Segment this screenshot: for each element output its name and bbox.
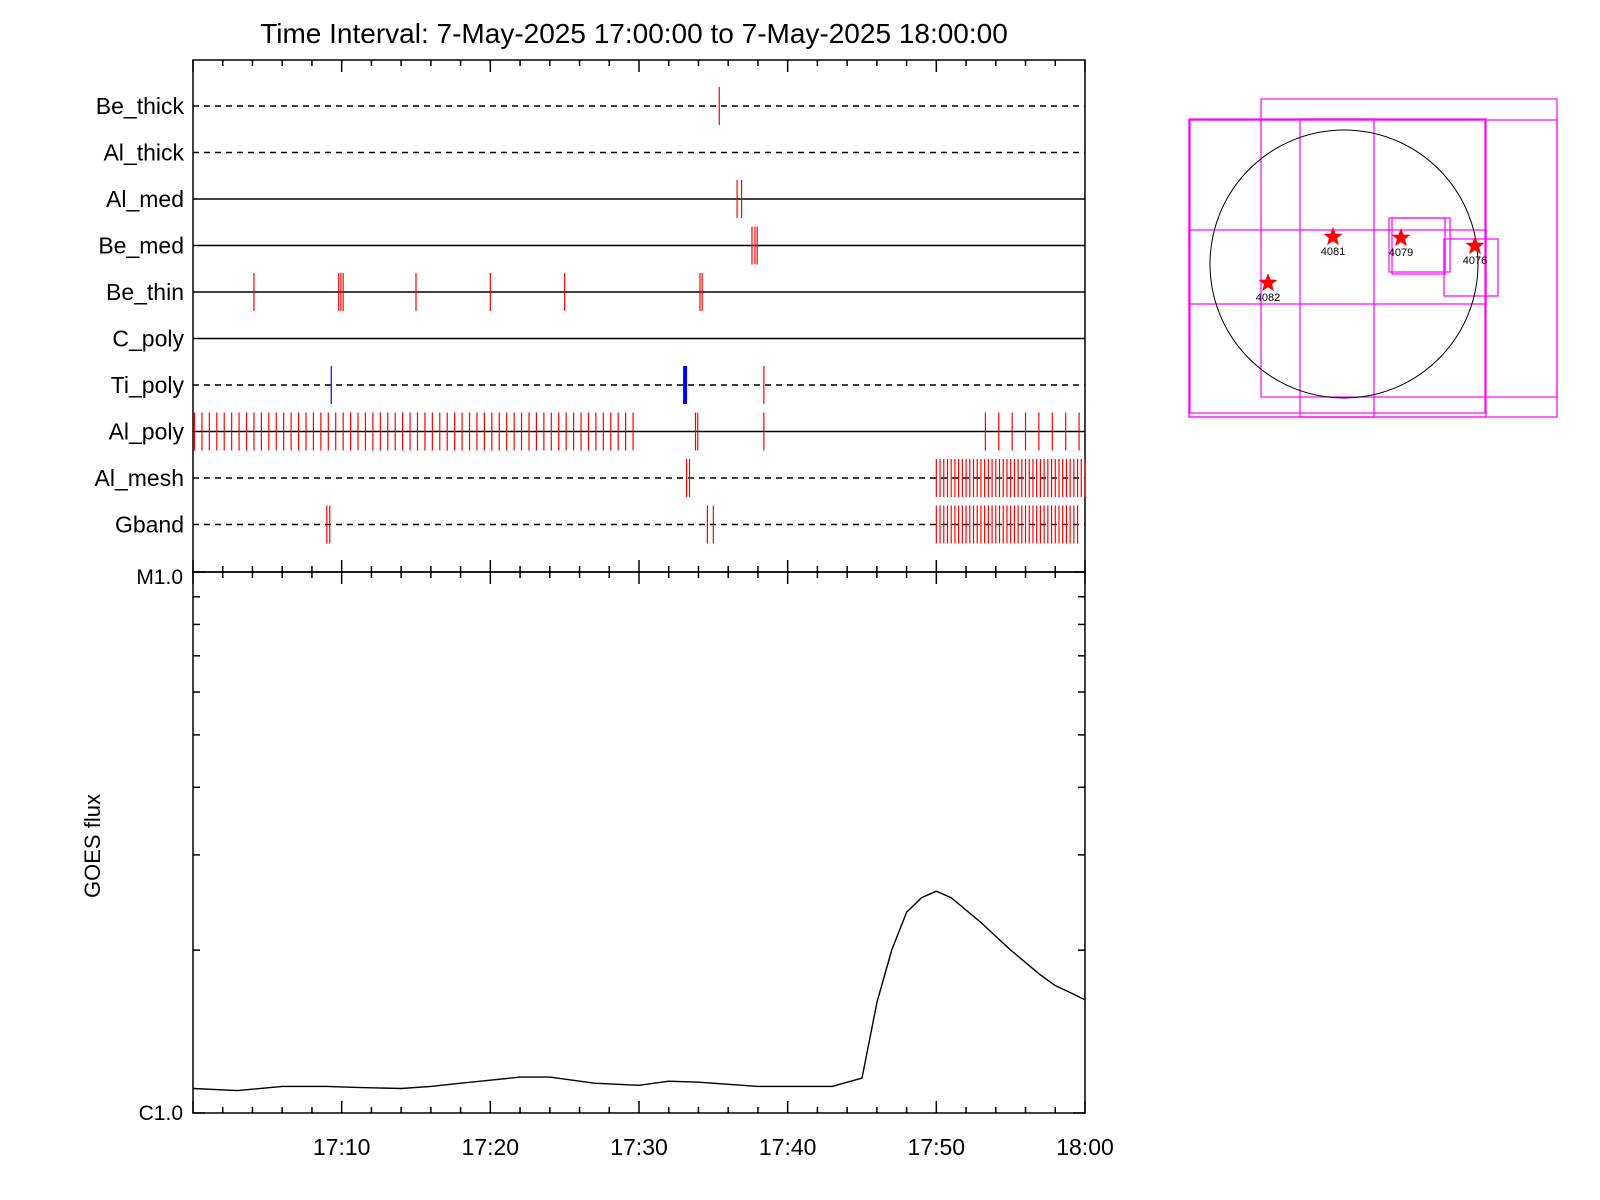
region-label: 4082: [1256, 292, 1280, 304]
fov-box: [1391, 217, 1446, 275]
region-star-icon: [1465, 236, 1485, 255]
fov-box: [1188, 229, 1487, 305]
fov-box: [1189, 119, 1486, 414]
channel-label: Be_med: [98, 233, 184, 259]
solar-disk-map: 4081 4079 4076 4082: [1188, 98, 1558, 418]
x-tick-label: 17:40: [759, 1134, 817, 1160]
channel-label: Al_med: [106, 186, 184, 212]
event-timeline-panel: Be_thick Al_thick Al_med Be_med Be_thin C_pol…: [95, 59, 1086, 584]
region-star-icon: [1323, 227, 1343, 246]
solar-disk: [1209, 129, 1479, 399]
channel-label: Al_thick: [103, 140, 184, 166]
y-tick-label: M1.0: [136, 566, 183, 589]
x-tick-label: 17:10: [313, 1134, 371, 1160]
fov-box: [1443, 238, 1499, 297]
y-axis-label: GOES flux: [80, 794, 105, 898]
channel-label: Ti_poly: [111, 372, 185, 398]
x-tick-label: 17:50: [908, 1134, 966, 1160]
goes-flux-panel: 17:10 17:20 17:30 17:40 17:50 18:00 M1.0 C1.0 GO…: [80, 566, 1114, 1160]
x-tick-label: 17:30: [610, 1134, 668, 1160]
fov-box: [1388, 217, 1451, 273]
fov-box: [1299, 118, 1375, 418]
channel-label: Al_mesh: [95, 465, 184, 491]
goes-flux-line: [192, 890, 1086, 1092]
region-label: 4076: [1463, 255, 1487, 267]
region-star-icon: [1258, 273, 1278, 292]
region-star-icon: [1391, 228, 1411, 247]
fov-box: [1188, 118, 1487, 418]
fov-box: [1188, 119, 1558, 418]
channel-label: Be_thick: [96, 93, 185, 119]
flux-frame: [192, 571, 1086, 1114]
region-label: 4081: [1321, 246, 1345, 258]
channel-label: Gband: [115, 512, 184, 538]
region-label: 4079: [1389, 247, 1413, 259]
channel-label: C_poly: [112, 326, 184, 352]
x-tick-label: 17:20: [462, 1134, 520, 1160]
chart-title: Time Interval: 7-May-2025 17:00:00 to 7-…: [260, 18, 1008, 49]
channel-label: Al_poly: [109, 419, 185, 445]
channel-label: Be_thin: [106, 279, 184, 305]
x-tick-label: 18:00: [1056, 1134, 1114, 1160]
y-tick-label: C1.0: [139, 1102, 183, 1125]
